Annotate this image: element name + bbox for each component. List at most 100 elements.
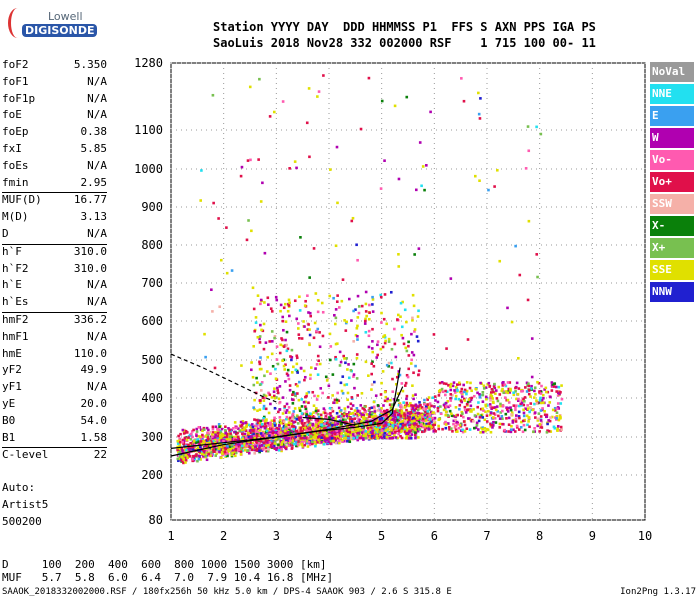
param-name: foF2 bbox=[2, 58, 29, 71]
echo-point bbox=[376, 340, 380, 343]
echo-point bbox=[250, 361, 253, 364]
echo-point bbox=[279, 445, 283, 449]
x-tick-label: 10 bbox=[638, 529, 652, 543]
echo-point bbox=[400, 436, 404, 440]
echo-point bbox=[496, 410, 499, 413]
param-name: yE bbox=[2, 396, 16, 410]
echo-point bbox=[232, 437, 236, 440]
echo-point bbox=[294, 438, 298, 441]
echo-point bbox=[218, 436, 222, 440]
echo-point bbox=[217, 447, 221, 450]
echo-point bbox=[384, 395, 388, 399]
echo-point bbox=[412, 304, 416, 308]
echo-point bbox=[428, 420, 432, 423]
echo-point bbox=[350, 436, 353, 440]
echo-point bbox=[342, 430, 346, 433]
echo-point bbox=[485, 427, 489, 431]
echo-point bbox=[300, 412, 304, 415]
header-row1: Station YYYY DAY DDD HHMMSS P1 FFS S AXN… bbox=[213, 20, 596, 34]
echo-point bbox=[419, 423, 423, 426]
echo-point bbox=[279, 309, 282, 313]
echo-point bbox=[304, 436, 308, 440]
echo-point bbox=[299, 366, 303, 370]
echo-point bbox=[418, 401, 421, 404]
echo-point bbox=[321, 310, 325, 314]
echo-point bbox=[299, 236, 302, 239]
echo-point bbox=[340, 299, 344, 303]
echo-point bbox=[385, 413, 388, 417]
x-tick-label: 9 bbox=[589, 529, 596, 543]
echo-point bbox=[395, 428, 398, 431]
echo-point bbox=[502, 391, 506, 395]
echo-point bbox=[294, 368, 298, 372]
echo-point bbox=[200, 442, 203, 446]
echo-point bbox=[253, 424, 257, 428]
echo-point bbox=[211, 93, 215, 97]
echo-point bbox=[292, 365, 295, 369]
echo-point bbox=[273, 420, 276, 424]
echo-point bbox=[506, 306, 509, 310]
echo-point bbox=[515, 381, 519, 385]
echo-point bbox=[233, 421, 237, 424]
echo-point bbox=[409, 402, 412, 405]
echo-point bbox=[550, 415, 554, 419]
echo-point bbox=[358, 409, 362, 413]
echo-point bbox=[413, 408, 416, 412]
echo-point bbox=[269, 434, 273, 437]
echo-point bbox=[438, 381, 442, 385]
echo-point bbox=[423, 410, 427, 414]
echo-point bbox=[400, 426, 404, 430]
echo-point bbox=[527, 382, 530, 385]
echo-point bbox=[513, 430, 517, 433]
echo-point bbox=[371, 310, 375, 313]
legend-item-sse: SSE bbox=[650, 260, 694, 280]
echo-point bbox=[304, 299, 307, 303]
echo-point bbox=[498, 426, 502, 429]
echo-point bbox=[312, 437, 315, 440]
echo-point bbox=[559, 425, 563, 429]
echo-point bbox=[334, 358, 338, 361]
echo-point bbox=[254, 430, 258, 434]
echo-point bbox=[393, 342, 397, 346]
echo-point bbox=[481, 430, 485, 434]
echo-point bbox=[407, 404, 411, 408]
echo-point bbox=[432, 411, 435, 414]
echo-point bbox=[205, 458, 209, 462]
echo-point bbox=[323, 411, 327, 415]
echo-point bbox=[317, 359, 320, 363]
echo-point bbox=[308, 425, 311, 429]
echo-point bbox=[428, 417, 432, 421]
echo-point bbox=[260, 449, 264, 452]
echo-point bbox=[387, 337, 391, 341]
echo-point bbox=[241, 431, 244, 434]
echo-point bbox=[326, 438, 329, 442]
echo-point bbox=[549, 416, 552, 419]
echo-point bbox=[481, 427, 484, 431]
echo-point bbox=[410, 404, 413, 407]
echo-point bbox=[478, 396, 482, 399]
echo-point bbox=[521, 419, 525, 423]
echo-point bbox=[265, 429, 269, 433]
echo-point bbox=[262, 404, 266, 408]
echo-point bbox=[479, 97, 482, 100]
echo-point bbox=[371, 429, 374, 433]
echo-point bbox=[278, 446, 281, 450]
echo-point bbox=[322, 425, 326, 428]
echo-point bbox=[189, 432, 193, 436]
echo-point bbox=[337, 406, 341, 410]
echo-point bbox=[437, 424, 440, 428]
echo-point bbox=[226, 448, 230, 451]
echo-point bbox=[274, 377, 278, 381]
echo-point bbox=[305, 121, 309, 125]
echo-point bbox=[192, 456, 196, 459]
echo-point bbox=[537, 381, 541, 385]
echo-point bbox=[407, 418, 411, 422]
echo-point bbox=[277, 427, 281, 431]
echo-point bbox=[256, 421, 260, 425]
legend-item-e: E bbox=[650, 106, 694, 126]
echo-point bbox=[309, 422, 312, 425]
echo-point bbox=[314, 422, 318, 425]
echo-point bbox=[361, 413, 365, 417]
echo-point bbox=[389, 398, 392, 402]
echo-point bbox=[412, 353, 416, 357]
